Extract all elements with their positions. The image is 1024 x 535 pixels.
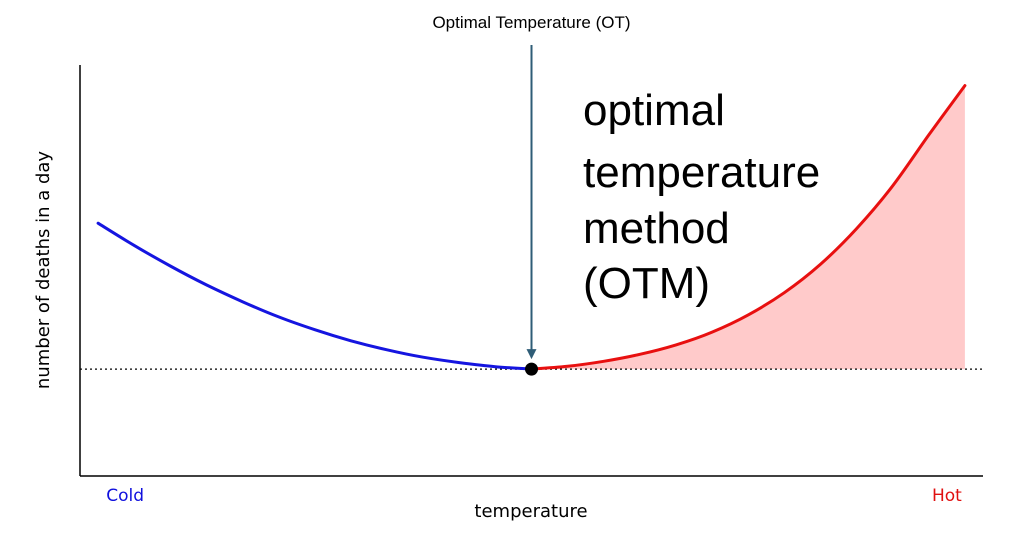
optimal-point (525, 362, 538, 376)
annotation-arrowhead (526, 349, 537, 360)
series-line-hot-side (530, 84, 967, 371)
x-tick-label-cold: Cold (106, 486, 144, 506)
series-line-cold-side (96, 221, 533, 371)
series-area-hot-side (531, 85, 965, 370)
overlay-text-line-3: method (583, 204, 730, 253)
overlay-text-line-2: temperature (583, 148, 820, 197)
overlay-text-line-1: optimal (583, 86, 725, 135)
annotation-text: Optimal Temperature (OT) (432, 13, 630, 32)
x-axis-label: temperature (474, 501, 587, 522)
y-axis-label: number of deaths in a day (33, 151, 54, 389)
overlay-text-line-4: (OTM) (583, 259, 710, 308)
x-tick-label-hot: Hot (932, 486, 962, 506)
